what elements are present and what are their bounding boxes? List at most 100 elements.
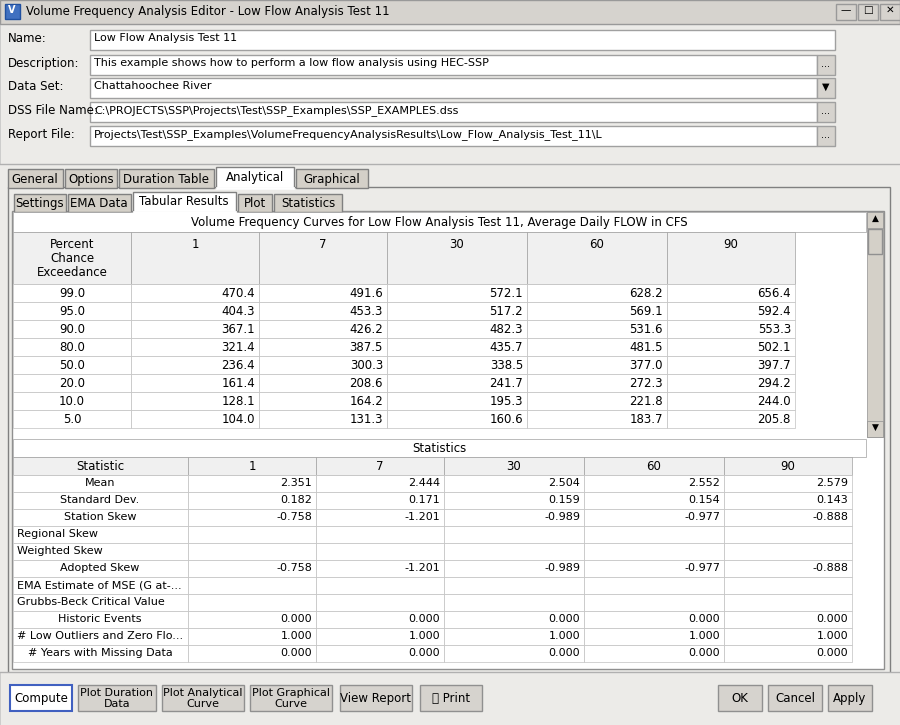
- Bar: [724, 645, 852, 662]
- Text: 338.5: 338.5: [490, 359, 523, 372]
- Text: 244.0: 244.0: [758, 395, 791, 408]
- Text: Analytical: Analytical: [226, 171, 284, 184]
- Bar: [78, 685, 156, 711]
- Bar: [387, 410, 527, 428]
- Bar: [444, 457, 584, 475]
- Text: Curve: Curve: [274, 699, 308, 709]
- Bar: [316, 645, 444, 662]
- Text: ▲: ▲: [871, 214, 878, 223]
- Bar: [216, 167, 294, 188]
- Bar: [858, 4, 878, 20]
- Bar: [13, 439, 866, 457]
- Bar: [90, 55, 817, 75]
- Text: 195.3: 195.3: [490, 395, 523, 408]
- Bar: [188, 577, 316, 594]
- Text: 90: 90: [724, 238, 738, 251]
- Bar: [131, 410, 259, 428]
- Text: Compute: Compute: [14, 692, 68, 705]
- Text: # Years with Missing Data: # Years with Missing Data: [28, 648, 173, 658]
- Text: 387.5: 387.5: [349, 341, 383, 354]
- Text: 0.000: 0.000: [688, 614, 720, 624]
- Text: 208.6: 208.6: [349, 377, 383, 390]
- Text: 241.7: 241.7: [490, 377, 523, 390]
- Bar: [259, 232, 387, 284]
- Bar: [527, 338, 667, 356]
- Bar: [387, 302, 527, 320]
- Text: —: —: [841, 5, 851, 15]
- Text: Adopted Skew: Adopted Skew: [60, 563, 140, 573]
- Text: 321.4: 321.4: [221, 341, 255, 354]
- Bar: [768, 685, 822, 711]
- Bar: [259, 338, 387, 356]
- Text: Regional Skew: Regional Skew: [17, 529, 98, 539]
- Text: 2.444: 2.444: [408, 478, 440, 488]
- Text: 1.000: 1.000: [281, 631, 312, 641]
- Bar: [316, 543, 444, 560]
- Bar: [13, 457, 188, 475]
- Bar: [13, 645, 188, 662]
- Bar: [667, 374, 795, 392]
- Bar: [667, 320, 795, 338]
- Text: 0.000: 0.000: [548, 614, 580, 624]
- Bar: [13, 212, 866, 232]
- Bar: [131, 338, 259, 356]
- Text: 0.000: 0.000: [816, 648, 848, 658]
- Bar: [584, 492, 724, 509]
- Text: Weighted Skew: Weighted Skew: [17, 546, 103, 556]
- Bar: [340, 685, 412, 711]
- Bar: [13, 320, 131, 338]
- Bar: [316, 611, 444, 628]
- Bar: [584, 457, 724, 475]
- Text: Tabular Results: Tabular Results: [140, 195, 229, 208]
- Bar: [836, 4, 856, 20]
- Bar: [259, 302, 387, 320]
- Text: Report File:: Report File:: [8, 128, 75, 141]
- Bar: [444, 475, 584, 492]
- Text: 183.7: 183.7: [629, 413, 663, 426]
- Bar: [188, 457, 316, 475]
- Bar: [444, 560, 584, 577]
- Text: 2.504: 2.504: [548, 478, 580, 488]
- Text: Volume Frequency Analysis Editor - Low Flow Analysis Test 11: Volume Frequency Analysis Editor - Low F…: [26, 5, 390, 18]
- Text: DSS File Name:: DSS File Name:: [8, 104, 98, 117]
- Bar: [238, 194, 272, 212]
- Text: 0.154: 0.154: [688, 495, 720, 505]
- Bar: [259, 356, 387, 374]
- Bar: [14, 194, 66, 212]
- Text: 95.0: 95.0: [59, 305, 85, 318]
- Bar: [584, 611, 724, 628]
- Bar: [13, 232, 131, 284]
- Bar: [131, 374, 259, 392]
- Bar: [259, 284, 387, 302]
- Text: General: General: [12, 173, 58, 186]
- Bar: [13, 594, 188, 611]
- Text: 0.171: 0.171: [409, 495, 440, 505]
- Bar: [316, 560, 444, 577]
- Text: 2.579: 2.579: [816, 478, 848, 488]
- Text: 0.000: 0.000: [688, 648, 720, 658]
- Text: Grubbs-Beck Critical Value: Grubbs-Beck Critical Value: [17, 597, 165, 607]
- Bar: [584, 475, 724, 492]
- Bar: [584, 543, 724, 560]
- Bar: [444, 594, 584, 611]
- Bar: [133, 192, 236, 212]
- Bar: [817, 126, 835, 146]
- Text: 272.3: 272.3: [629, 377, 663, 390]
- Text: □: □: [863, 5, 873, 15]
- Bar: [867, 212, 883, 228]
- Text: 0.182: 0.182: [280, 495, 312, 505]
- Bar: [867, 421, 883, 437]
- Bar: [296, 169, 368, 188]
- Text: -0.989: -0.989: [544, 512, 580, 522]
- Bar: [13, 284, 131, 302]
- Bar: [724, 509, 852, 526]
- Bar: [584, 594, 724, 611]
- Text: 531.6: 531.6: [629, 323, 663, 336]
- Bar: [584, 560, 724, 577]
- Bar: [316, 594, 444, 611]
- Bar: [188, 628, 316, 645]
- Bar: [527, 320, 667, 338]
- Text: ...: ...: [822, 59, 831, 69]
- Text: 294.2: 294.2: [757, 377, 791, 390]
- Bar: [188, 560, 316, 577]
